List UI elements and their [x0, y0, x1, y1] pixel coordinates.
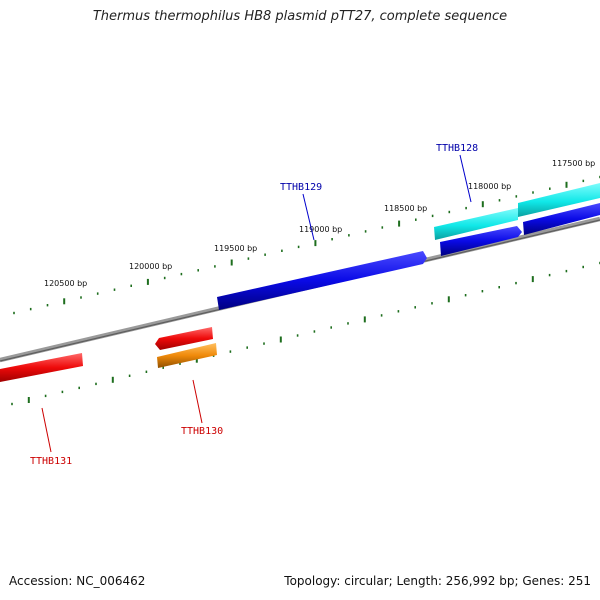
inner-minor-tick: [347, 322, 349, 325]
inner-major-tick: [27, 397, 30, 403]
inner-minor-tick: [229, 350, 232, 353]
inner-minor-tick: [61, 390, 64, 394]
tick-label-120500: 120500 bp: [44, 279, 87, 288]
tick-label-119500: 119500 bp: [214, 244, 257, 253]
outer-minor-tick: [582, 179, 585, 183]
gene-ttthb130[interactable]: [155, 327, 213, 350]
inner-major-tick: [111, 376, 114, 383]
outer-major-tick: [398, 220, 401, 227]
outer-minor-tick: [348, 234, 350, 237]
outer-major-tick: [314, 240, 317, 247]
gene-ttthb128[interactable]: [434, 208, 518, 240]
inner-minor-tick: [464, 294, 467, 297]
inner-tick-track: [11, 261, 600, 406]
gene-forward-right-blue[interactable]: [523, 203, 600, 235]
inner-major-tick: [195, 356, 198, 363]
outer-minor-tick: [113, 288, 116, 291]
inner-minor-tick: [128, 374, 131, 377]
leader-ttthb128: [459, 154, 472, 203]
outer-minor-tick: [532, 191, 534, 194]
inner-minor-tick: [397, 310, 400, 313]
gene-label-ttthb128[interactable]: TTHB128: [436, 143, 478, 154]
outer-minor-tick: [297, 245, 300, 249]
inner-minor-tick: [582, 265, 584, 269]
outer-minor-tick: [80, 296, 82, 299]
outer-minor-tick: [448, 210, 451, 214]
inner-minor-tick: [78, 386, 80, 390]
outer-minor-tick: [331, 238, 333, 241]
inner-minor-tick: [330, 326, 332, 329]
outer-major-tick: [481, 201, 484, 208]
outer-minor-tick: [180, 272, 183, 276]
outer-minor-tick: [281, 249, 283, 252]
tick-label-119000: 119000 bp: [299, 225, 342, 234]
tick-label-117500: 117500 bp: [552, 159, 595, 168]
outer-minor-tick: [431, 214, 434, 218]
outer-minor-tick: [46, 304, 49, 307]
tick-label-118500: 118500 bp: [384, 204, 427, 213]
outer-minor-tick: [364, 230, 367, 233]
inner-minor-tick: [246, 346, 248, 349]
outer-major-tick: [63, 298, 66, 305]
tick-label-118000: 118000 bp: [468, 182, 511, 191]
outer-minor-tick: [498, 199, 501, 202]
inner-minor-tick: [431, 302, 433, 305]
outer-tick-track: [13, 175, 600, 315]
inner-minor-tick: [296, 334, 299, 337]
topology-stats: Topology: circular; Length: 256,992 bp; …: [284, 574, 591, 588]
inner-minor-tick: [145, 370, 148, 373]
outer-minor-tick: [381, 226, 384, 229]
outer-minor-tick: [465, 206, 467, 210]
leader-ttthb131: [41, 407, 52, 453]
outer-minor-tick: [214, 265, 216, 268]
inner-major-tick: [531, 276, 534, 283]
outer-minor-tick: [247, 257, 250, 260]
inner-minor-tick: [515, 281, 517, 285]
inner-minor-tick: [263, 342, 265, 345]
outer-minor-tick: [264, 253, 266, 256]
leader-ttthb130: [192, 379, 203, 424]
accession-text: Accession: NC_006462: [9, 574, 146, 588]
outer-minor-tick: [515, 195, 518, 198]
inner-minor-tick: [95, 382, 97, 386]
gene-label-ttthb129[interactable]: TTHB129: [280, 182, 322, 193]
outer-minor-tick: [549, 187, 551, 190]
outer-minor-tick: [96, 292, 99, 295]
inner-minor-tick: [44, 394, 47, 398]
gene-ttthb128-blue[interactable]: [440, 226, 522, 256]
gene-ttthb131[interactable]: [0, 353, 83, 382]
inner-minor-tick: [11, 402, 13, 406]
gene-forward-right-cyan[interactable]: [518, 183, 600, 217]
outer-major-tick: [565, 181, 568, 188]
outer-minor-tick: [163, 276, 166, 280]
gene-ttthb129[interactable]: [217, 251, 427, 310]
inner-major-tick: [279, 336, 282, 343]
outer-minor-tick: [13, 311, 15, 315]
inner-minor-tick: [565, 269, 568, 273]
outer-major-tick: [146, 278, 149, 285]
inner-minor-tick: [313, 330, 316, 333]
gene-label-ttthb130[interactable]: TTHB130: [181, 426, 223, 437]
inner-major-tick: [363, 316, 366, 323]
tick-label-120000: 120000 bp: [129, 262, 172, 271]
inner-minor-tick: [498, 286, 500, 289]
outer-minor-tick: [197, 269, 199, 272]
gene-ttthb130-alt[interactable]: [157, 343, 217, 368]
map-title: Thermus thermophilus HB8 plasmid pTT27, …: [92, 9, 508, 24]
inner-major-tick: [447, 296, 450, 303]
outer-major-tick: [230, 259, 233, 266]
outer-minor-tick: [29, 307, 32, 311]
inner-minor-tick: [179, 362, 181, 365]
leader-ttthb129: [302, 193, 315, 241]
outer-minor-tick: [415, 218, 417, 221]
inner-minor-tick: [481, 290, 484, 293]
inner-minor-tick: [414, 306, 416, 309]
inner-minor-tick: [548, 273, 551, 277]
inner-minor-tick: [380, 314, 383, 317]
outer-minor-tick: [130, 284, 132, 287]
inner-minor-tick: [162, 366, 164, 369]
gene-label-ttthb131[interactable]: TTHB131: [30, 456, 72, 467]
